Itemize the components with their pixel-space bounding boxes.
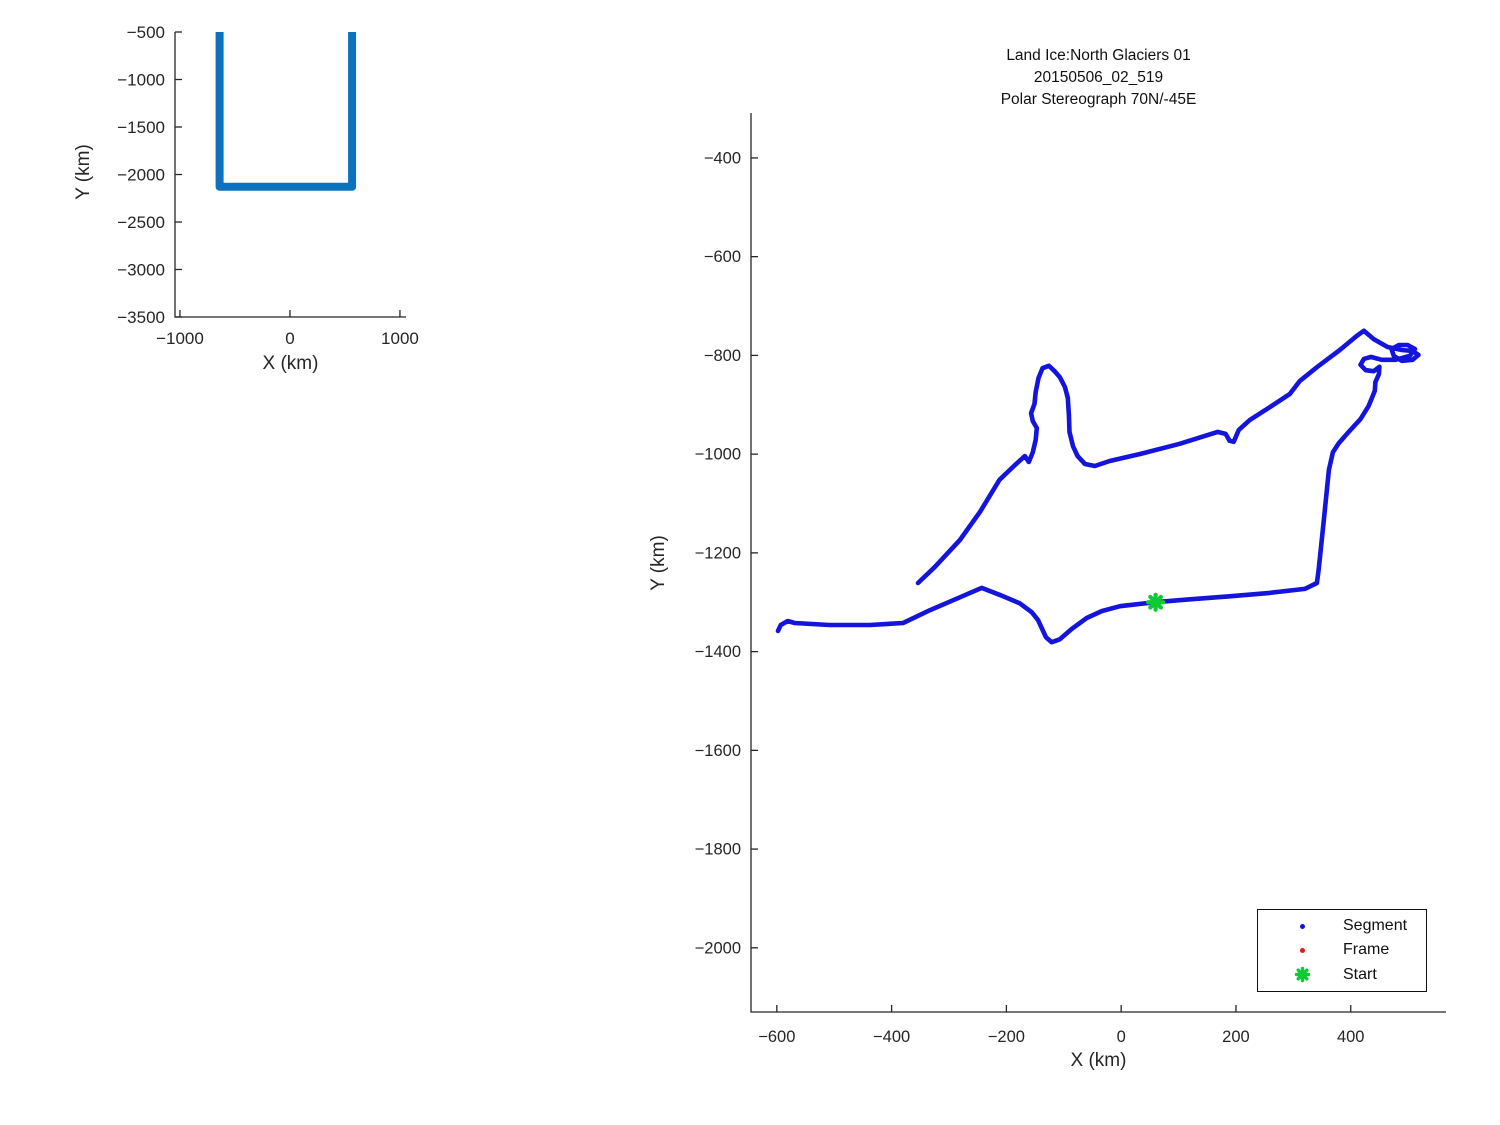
overview-y-tick-label: −2000 [117,166,165,185]
main-x-tick-label: −600 [758,1028,795,1046]
main-x-tick-label: 0 [1117,1028,1126,1046]
legend-item-start: Start [1258,963,1426,987]
main-x-tick-label: 200 [1222,1028,1250,1046]
main-x-axis-label: X (km) [1070,1050,1127,1071]
overview-axes-spines [174,32,406,318]
overview-x-tick-label: −1000 [156,329,204,348]
main-plot: −600 −400 −200 0 200 400−400−600−800−1000−120… [695,113,1446,1046]
legend-label-frame: Frame [1343,941,1390,959]
main-y-tick-label: −1000 [695,446,741,464]
main-axes-spines [750,113,1446,1013]
main-y-tick-label: −400 [704,149,741,167]
overview-y-axis-label: Y (km) [73,144,94,200]
overview-track-line [215,32,357,191]
overview-y-tick-label: −1500 [117,118,165,137]
main-x-tick-label: −200 [988,1028,1025,1046]
overview-plot: −1000 0 1000 −500 −1000 −1500 −2000 −2500 −3000 −… [117,23,419,348]
main-y-tick-label: −800 [704,347,741,365]
main-y-tick-label: −1800 [695,841,741,859]
title-line-3: Polar Stereograph 70N/-45E [1000,91,1197,108]
segment-dot-icon [1284,923,1320,929]
legend-box: Segment Frame Start [1257,909,1427,992]
frame-dot-icon [1284,947,1320,953]
title-line-2: 20150506_02_519 [1033,69,1164,86]
main-y-axis-label: Y (km) [648,535,669,591]
overview-y-tick-label: −500 [127,23,165,42]
overview-x-tick-label: 0 [285,329,294,348]
legend-label-start: Start [1343,965,1377,983]
main-y-tick-label: −600 [704,248,741,266]
main-track-line [775,328,1421,645]
title-line-1: Land Ice:North Glaciers 01 [1006,47,1191,64]
main-y-tick-label: −1600 [695,742,741,760]
overview-y-tick-label: −3500 [117,308,165,327]
main-y-tick-label: −2000 [695,939,741,957]
main-y-tick-label: −1200 [695,544,741,562]
overview-x-axis-label: X (km) [262,353,319,374]
start-marker [1146,592,1166,612]
overview-y-tick-label: −3000 [117,261,165,280]
legend-item-frame: Frame [1258,938,1426,962]
legend-label-segment: Segment [1343,917,1408,935]
main-plot-title: Land Ice:North Glaciers 01 20150506_02_5… [751,45,1446,111]
main-x-tick-label: 400 [1337,1028,1365,1046]
main-x-tick-label: −400 [873,1028,910,1046]
main-y-tick-label: −1400 [695,643,741,661]
overview-x-tick-label: 1000 [381,329,419,348]
overview-y-tick-label: −1000 [117,71,165,90]
legend-item-segment: Segment [1258,914,1426,938]
start-asterisk-icon [1284,966,1320,983]
overview-y-tick-label: −2500 [117,213,165,232]
